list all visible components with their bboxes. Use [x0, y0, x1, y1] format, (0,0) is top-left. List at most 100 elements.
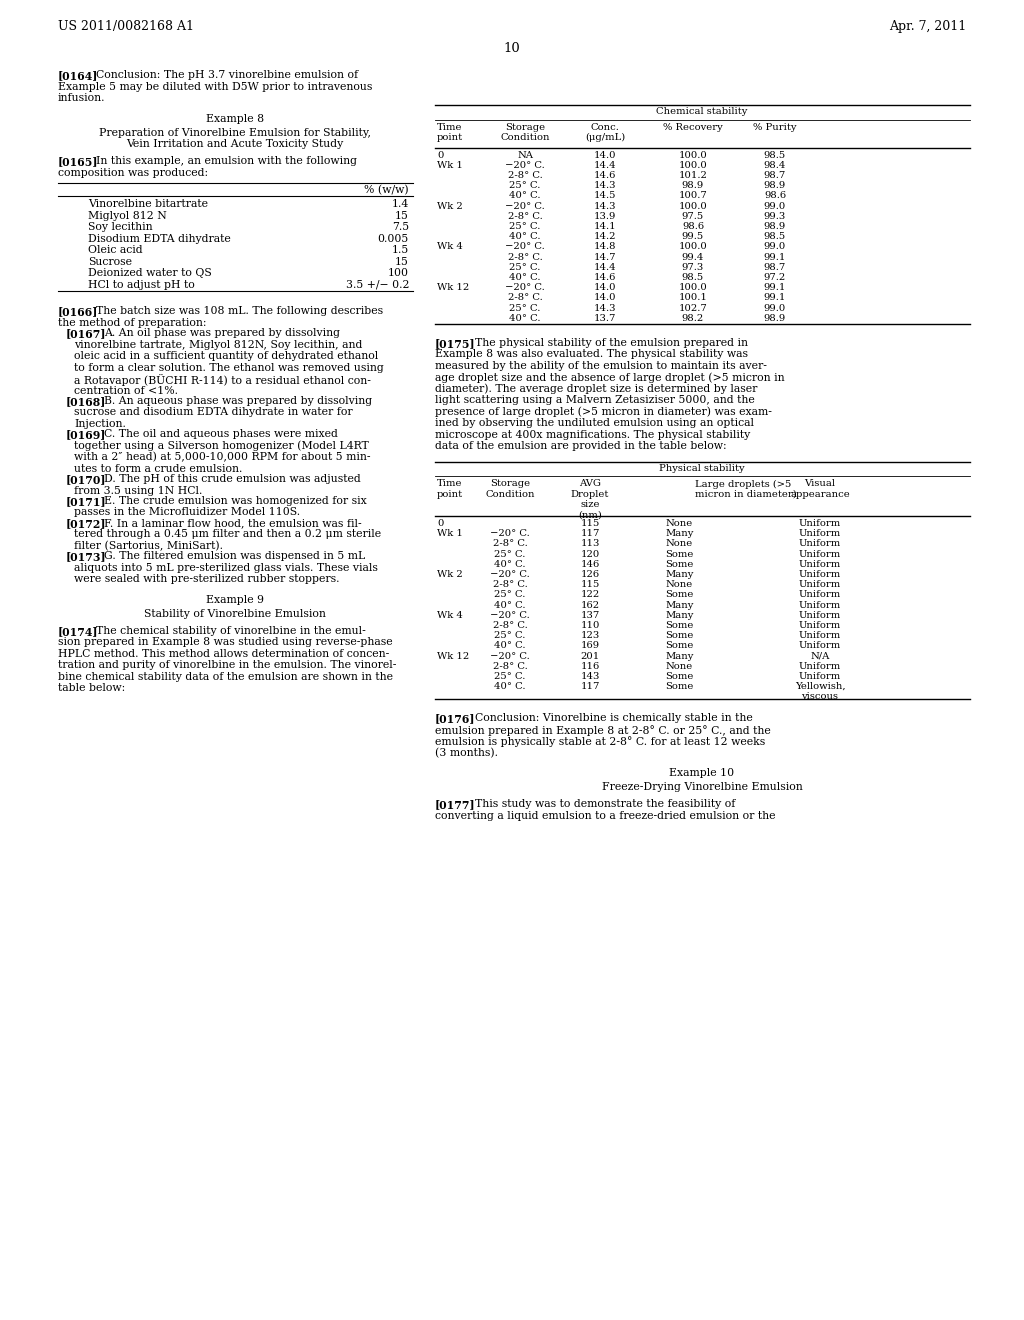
Text: Some: Some	[665, 590, 693, 599]
Text: 40° C.: 40° C.	[495, 601, 525, 610]
Text: % (w/w): % (w/w)	[365, 185, 409, 195]
Text: Sucrose: Sucrose	[88, 256, 132, 267]
Text: Uniform: Uniform	[799, 519, 841, 528]
Text: 25° C.: 25° C.	[509, 263, 541, 272]
Text: sion prepared in Example 8 was studied using reverse-phase: sion prepared in Example 8 was studied u…	[58, 638, 392, 647]
Text: Many: Many	[665, 652, 693, 660]
Text: F. In a laminar flow hood, the emulsion was fil-: F. In a laminar flow hood, the emulsion …	[104, 517, 361, 528]
Text: Uniform: Uniform	[799, 540, 841, 548]
Text: 115: 115	[581, 579, 600, 589]
Text: D. The pH of this crude emulsion was adjusted: D. The pH of this crude emulsion was adj…	[104, 474, 360, 484]
Text: Preparation of Vinorelbine Emulsion for Stability,: Preparation of Vinorelbine Emulsion for …	[99, 128, 371, 137]
Text: 25° C.: 25° C.	[495, 590, 525, 599]
Text: 2-8° C.: 2-8° C.	[508, 211, 543, 220]
Text: 123: 123	[581, 631, 600, 640]
Text: 13.9: 13.9	[594, 211, 616, 220]
Text: presence of large droplet (>5 micron in diameter) was exam-: presence of large droplet (>5 micron in …	[435, 407, 772, 417]
Text: Freeze-Drying Vinorelbine Emulsion: Freeze-Drying Vinorelbine Emulsion	[602, 783, 803, 792]
Text: [0177]: [0177]	[435, 800, 475, 810]
Text: were sealed with pre-sterilized rubber stoppers.: were sealed with pre-sterilized rubber s…	[74, 574, 340, 585]
Text: Storage: Storage	[505, 123, 545, 132]
Text: 25° C.: 25° C.	[495, 672, 525, 681]
Text: Uniform: Uniform	[799, 611, 841, 619]
Text: 98.7: 98.7	[764, 263, 786, 272]
Text: 1.4: 1.4	[392, 199, 409, 209]
Text: 40° C.: 40° C.	[509, 232, 541, 242]
Text: 99.0: 99.0	[764, 243, 786, 251]
Text: Vein Irritation and Acute Toxicity Study: Vein Irritation and Acute Toxicity Study	[126, 139, 344, 149]
Text: Many: Many	[665, 570, 693, 579]
Text: a Rotavapor (BÜCHI R-114) to a residual ethanol con-: a Rotavapor (BÜCHI R-114) to a residual …	[74, 374, 371, 385]
Text: light scattering using a Malvern Zetasiziser 5000, and the: light scattering using a Malvern Zetasiz…	[435, 395, 755, 405]
Text: % Purity: % Purity	[754, 123, 797, 132]
Text: [0168]: [0168]	[66, 396, 106, 407]
Text: 2-8° C.: 2-8° C.	[493, 661, 527, 671]
Text: −20° C.: −20° C.	[505, 161, 545, 170]
Text: 0: 0	[437, 519, 443, 528]
Text: 122: 122	[581, 590, 600, 599]
Text: [0166]: [0166]	[58, 306, 98, 317]
Text: [0164]: [0164]	[58, 70, 98, 81]
Text: None: None	[665, 661, 692, 671]
Text: Uniform: Uniform	[799, 549, 841, 558]
Text: Uniform: Uniform	[799, 570, 841, 579]
Text: 162: 162	[581, 601, 600, 610]
Text: Example 9: Example 9	[206, 595, 264, 605]
Text: 143: 143	[581, 672, 600, 681]
Text: micron in diameter): micron in diameter)	[695, 490, 797, 499]
Text: None: None	[665, 579, 692, 589]
Text: 98.5: 98.5	[764, 150, 786, 160]
Text: Disodium EDTA dihydrate: Disodium EDTA dihydrate	[88, 234, 230, 244]
Text: Example 8: Example 8	[206, 114, 264, 124]
Text: 98.6: 98.6	[764, 191, 786, 201]
Text: Wk 12: Wk 12	[437, 282, 469, 292]
Text: −20° C.: −20° C.	[490, 652, 529, 660]
Text: size: size	[581, 500, 600, 510]
Text: [0171]: [0171]	[66, 496, 106, 507]
Text: 115: 115	[581, 519, 600, 528]
Text: 201: 201	[581, 652, 600, 660]
Text: 25° C.: 25° C.	[495, 549, 525, 558]
Text: age droplet size and the absence of large droplet (>5 micron in: age droplet size and the absence of larg…	[435, 372, 784, 383]
Text: AVG: AVG	[579, 479, 601, 488]
Text: Oleic acid: Oleic acid	[88, 246, 142, 255]
Text: 7.5: 7.5	[392, 222, 409, 232]
Text: [0170]: [0170]	[66, 474, 106, 484]
Text: Condition: Condition	[501, 133, 550, 141]
Text: 120: 120	[581, 549, 600, 558]
Text: N/A: N/A	[810, 652, 829, 660]
Text: 15: 15	[395, 211, 409, 220]
Text: 25° C.: 25° C.	[509, 304, 541, 313]
Text: to form a clear solution. The ethanol was removed using: to form a clear solution. The ethanol wa…	[74, 363, 384, 372]
Text: E. The crude emulsion was homogenized for six: E. The crude emulsion was homogenized fo…	[104, 496, 367, 506]
Text: 100.0: 100.0	[679, 282, 708, 292]
Text: with a 2″ head) at 5,000-10,000 RPM for about 5 min-: with a 2″ head) at 5,000-10,000 RPM for …	[74, 453, 371, 462]
Text: Some: Some	[665, 642, 693, 651]
Text: A. An oil phase was prepared by dissolving: A. An oil phase was prepared by dissolvi…	[104, 327, 340, 338]
Text: Some: Some	[665, 672, 693, 681]
Text: Uniform: Uniform	[799, 590, 841, 599]
Text: 98.4: 98.4	[764, 161, 786, 170]
Text: 169: 169	[581, 642, 600, 651]
Text: 0.005: 0.005	[378, 234, 409, 244]
Text: Uniform: Uniform	[799, 529, 841, 539]
Text: 40° C.: 40° C.	[509, 191, 541, 201]
Text: C. The oil and aqueous phases were mixed: C. The oil and aqueous phases were mixed	[104, 429, 338, 440]
Text: Some: Some	[665, 631, 693, 640]
Text: Uniform: Uniform	[799, 601, 841, 610]
Text: 100: 100	[388, 268, 409, 279]
Text: 146: 146	[581, 560, 600, 569]
Text: Some: Some	[665, 620, 693, 630]
Text: −20° C.: −20° C.	[490, 570, 529, 579]
Text: 14.0: 14.0	[594, 150, 616, 160]
Text: Time: Time	[437, 123, 463, 132]
Text: Example 5 may be diluted with D5W prior to intravenous: Example 5 may be diluted with D5W prior …	[58, 82, 373, 91]
Text: 98.6: 98.6	[682, 222, 705, 231]
Text: 100.0: 100.0	[679, 202, 708, 210]
Text: 14.6: 14.6	[594, 273, 616, 282]
Text: Uniform: Uniform	[799, 672, 841, 681]
Text: Injection.: Injection.	[74, 418, 126, 429]
Text: HCl to adjust pH to: HCl to adjust pH to	[88, 280, 195, 289]
Text: Deionized water to QS: Deionized water to QS	[88, 268, 212, 279]
Text: 98.9: 98.9	[764, 314, 786, 322]
